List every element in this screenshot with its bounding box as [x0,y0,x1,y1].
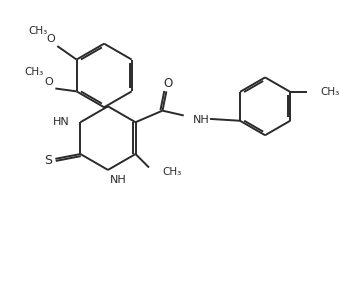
Text: CH₃: CH₃ [24,67,44,77]
Text: CH₃: CH₃ [163,167,182,177]
Text: O: O [44,77,53,87]
Text: O: O [164,77,173,90]
Text: CH₃: CH₃ [320,87,339,97]
Text: CH₃: CH₃ [28,26,48,36]
Text: HN: HN [53,117,70,127]
Text: O: O [46,34,55,44]
Text: S: S [44,154,52,167]
Text: NH: NH [110,175,127,185]
Text: NH: NH [193,115,210,125]
